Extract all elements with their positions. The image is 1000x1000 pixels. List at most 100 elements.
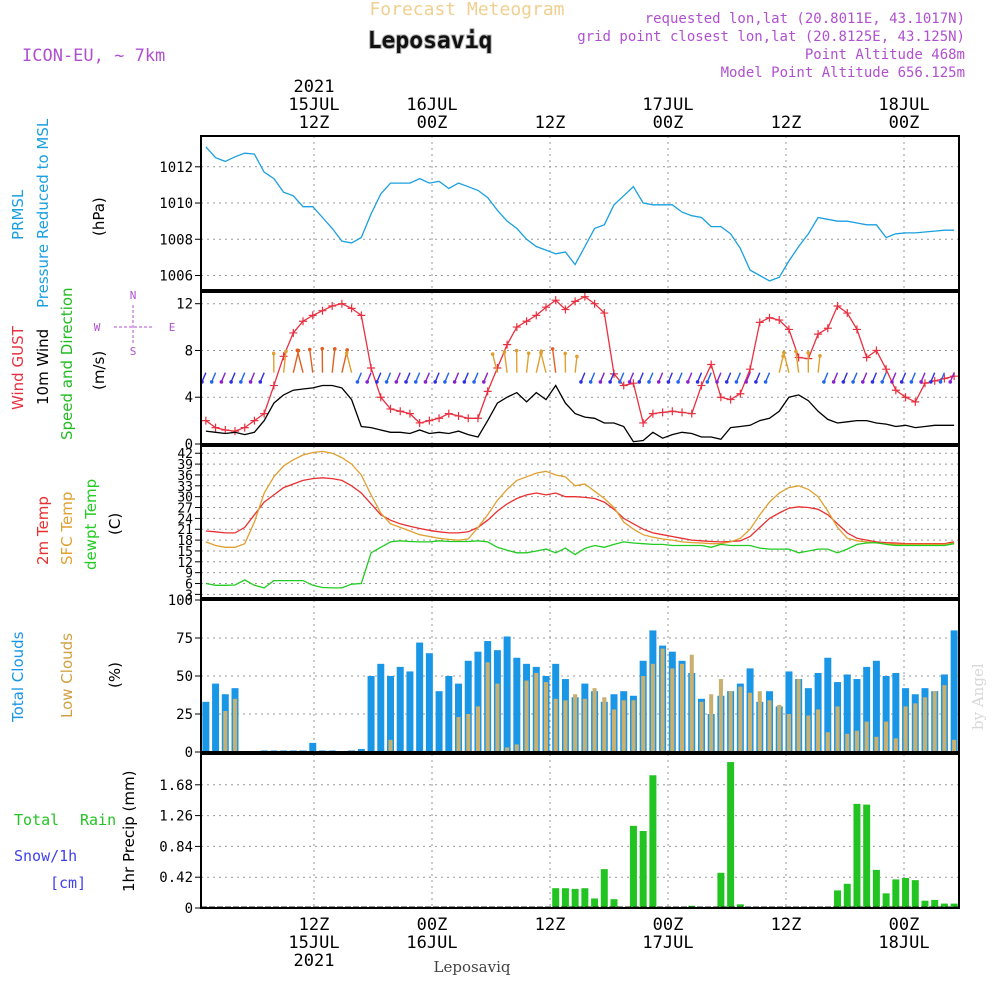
low-cloud-bar — [864, 721, 869, 752]
low-cloud-bar — [679, 663, 685, 752]
total-cloud-bar — [892, 672, 900, 752]
gust-marker — [765, 313, 774, 322]
rain-bar — [571, 888, 579, 908]
total-cloud-bar — [445, 676, 453, 752]
y-tick-label: 100 — [168, 593, 193, 609]
low-cloud-bar — [748, 692, 753, 752]
gust-marker — [648, 409, 657, 418]
clouds-labels: Total Clouds Low Clouds (%) — [9, 631, 124, 723]
gust-marker — [367, 364, 376, 372]
wind-arrow-head — [320, 346, 325, 351]
y-tick-label: 12 — [176, 297, 193, 313]
total-cloud-bar — [357, 748, 365, 752]
gust-marker — [852, 325, 861, 334]
wind-labels: Wind GUST 10m Wind Speed and Direction (… — [9, 287, 175, 440]
wind-arrow-head — [806, 351, 810, 355]
rain-bar — [872, 869, 880, 908]
temperature-labels: 2m Temp SFC Temp dewpt Temp (C) — [34, 479, 124, 570]
sfc-label: SFC Temp — [58, 492, 76, 565]
total-cloud-bar — [387, 676, 394, 752]
top-tick-label: 00Z — [889, 113, 920, 133]
wind-arrow-head — [462, 380, 467, 384]
model-label: ICON-EU, ~ 7km — [22, 46, 165, 66]
bottom-tick-label: 12Z — [535, 915, 566, 935]
precip-panel: 0 0.42 0.84 1.26 1.68 — [159, 753, 960, 917]
low-cloud-bar — [514, 744, 519, 752]
gust-marker — [289, 328, 298, 337]
panel-frame — [200, 291, 960, 445]
gust-marker — [775, 316, 784, 325]
wind-arrow-head — [598, 380, 603, 384]
top-tick-label: 12Z — [535, 113, 566, 133]
rain-bar — [834, 890, 842, 908]
gust-marker — [814, 330, 823, 339]
wind-direction-arrow — [778, 356, 784, 373]
wind-arrow-head — [344, 351, 349, 355]
gust-marker — [503, 340, 512, 349]
gust-marker — [823, 324, 832, 333]
rain-bar — [639, 831, 647, 908]
compass-w: W — [94, 321, 101, 334]
wind-arrow-head — [563, 351, 568, 356]
wind-arrow-head — [295, 348, 300, 353]
low-cloud-bar — [699, 701, 704, 752]
y-tick-label: 0 — [185, 437, 193, 453]
top-tick-label: 00Z — [653, 113, 684, 133]
y-tick-label: 0 — [185, 745, 193, 761]
rain-bar — [931, 899, 939, 908]
total-cloud-bar — [425, 653, 433, 752]
low-cloud-bar — [641, 676, 646, 752]
low-cloud-bar — [777, 704, 782, 752]
wind-arrow-head — [481, 380, 486, 384]
rain-bar — [649, 775, 657, 908]
top-tick-label: 16JUL — [406, 95, 457, 115]
total-cloud-bar — [416, 642, 424, 752]
y-tick-label: 8 — [185, 343, 193, 359]
gust-marker — [386, 404, 395, 413]
requested-coords: requested lon,lat (20.8011E, 43.1017N) — [645, 11, 965, 27]
panel-frame — [200, 135, 960, 291]
gust-marker — [843, 309, 852, 318]
total-cloud-bar — [513, 657, 521, 752]
y-tick-label: 75 — [176, 631, 193, 647]
wind-arrow-head — [831, 380, 836, 384]
gust-marker — [600, 309, 609, 318]
low-cloud-bar — [670, 668, 675, 752]
wind-arrow-head — [676, 380, 680, 384]
wind-arrow-head — [860, 380, 865, 384]
low-cloud-bar — [602, 697, 607, 752]
y-tick-label: 18 — [177, 534, 193, 549]
gust-marker — [590, 299, 599, 308]
wind-direction-arrow — [282, 351, 287, 373]
low-cloud-bar — [903, 706, 908, 752]
wind-arrow-head — [404, 380, 408, 384]
low-cloud-bar — [475, 706, 481, 752]
wind-arrow-head — [627, 380, 632, 384]
rain-bar — [717, 872, 725, 908]
wind-arrow-head — [608, 380, 612, 384]
clouds-unit-label: (%) — [106, 662, 124, 688]
wind-arrow-head — [880, 380, 885, 384]
low-cloud-bar — [485, 662, 490, 752]
pressure-labels: PRMSL Pressure Reduced to MSL (hPa) — [9, 118, 108, 308]
gust-marker — [697, 381, 706, 390]
gust-marker — [639, 418, 648, 427]
wind-panel: 0 4 8 12 — [176, 291, 960, 453]
total-cloud-bar — [950, 630, 958, 752]
total-clouds-label: Total Clouds — [9, 631, 27, 723]
bottom-tick-label: 17JUL — [642, 933, 693, 953]
bottom-tick-label: 00Z — [653, 915, 684, 935]
y-tick-label: 42 — [177, 447, 193, 462]
precip-labels: Total Rain Snow/1h [cm] 1hr Precip (mm) — [14, 771, 138, 892]
y-tick-label: 6 — [185, 578, 193, 593]
rain-bar — [591, 898, 599, 908]
low-cloud-bar — [660, 648, 665, 752]
top-tick-label: 12Z — [771, 113, 802, 133]
gust-marker — [541, 303, 550, 312]
gust-marker — [318, 306, 327, 315]
total-cloud-bar — [435, 691, 443, 752]
total-cloud-bar — [309, 742, 317, 752]
wind-arrow-head — [763, 380, 768, 384]
